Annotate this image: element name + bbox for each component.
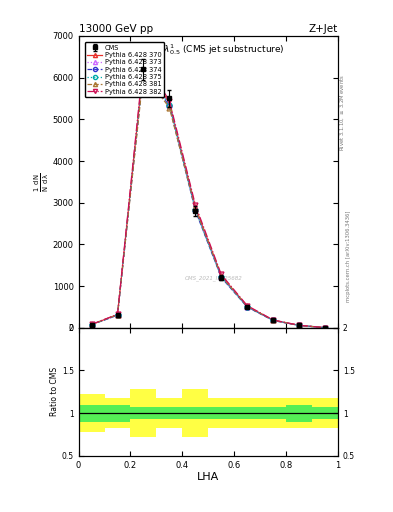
Pythia 6.428 375 xyxy=(167,101,172,108)
Text: Rivet 3.1.10, $\geq$ 3.2M events: Rivet 3.1.10, $\geq$ 3.2M events xyxy=(339,74,347,151)
Pythia 6.428 374 xyxy=(271,317,275,324)
Pythia 6.428 382 xyxy=(323,325,327,331)
Pythia 6.428 370 xyxy=(89,322,94,328)
Pythia 6.428 373 xyxy=(219,273,224,280)
Pythia 6.428 375 xyxy=(89,322,94,328)
Pythia 6.428 381 xyxy=(297,322,301,328)
Pythia 6.428 375 xyxy=(219,274,224,280)
Pythia 6.428 374 xyxy=(193,207,198,214)
Pythia 6.428 381 xyxy=(271,317,275,324)
Pythia 6.428 374 xyxy=(115,312,120,318)
Pythia 6.428 374 xyxy=(323,325,327,331)
Pythia 6.428 375 xyxy=(271,317,275,324)
Pythia 6.428 382 xyxy=(167,97,172,103)
Pythia 6.428 374 xyxy=(219,274,224,281)
Line: Pythia 6.428 381: Pythia 6.428 381 xyxy=(89,71,327,330)
Pythia 6.428 381 xyxy=(219,273,224,279)
Text: CMS_2021_I1925682: CMS_2021_I1925682 xyxy=(185,275,242,281)
Pythia 6.428 370 xyxy=(141,62,146,68)
Pythia 6.428 381 xyxy=(89,322,94,328)
Pythia 6.428 381 xyxy=(245,303,250,309)
Y-axis label: $\mathregular{\frac{1}{N}\,\frac{dN}{d\lambda}}$: $\mathregular{\frac{1}{N}\,\frac{dN}{d\l… xyxy=(33,172,51,191)
Pythia 6.428 382 xyxy=(193,202,198,208)
Line: Pythia 6.428 374: Pythia 6.428 374 xyxy=(89,68,327,330)
Pythia 6.428 370 xyxy=(271,317,275,323)
Pythia 6.428 381 xyxy=(115,312,120,318)
Pythia 6.428 382 xyxy=(219,271,224,278)
Line: Pythia 6.428 382: Pythia 6.428 382 xyxy=(89,58,327,330)
Pythia 6.428 382 xyxy=(297,322,301,328)
Pythia 6.428 382 xyxy=(141,58,146,64)
Pythia 6.428 374 xyxy=(245,304,250,310)
Pythia 6.428 375 xyxy=(193,207,198,213)
Pythia 6.428 375 xyxy=(245,304,250,310)
Pythia 6.428 381 xyxy=(193,205,198,211)
Pythia 6.428 375 xyxy=(297,323,301,329)
Pythia 6.428 375 xyxy=(323,325,327,331)
Text: Z+Jet: Z+Jet xyxy=(309,24,338,34)
Pythia 6.428 373 xyxy=(323,325,327,331)
Pythia 6.428 374 xyxy=(297,323,301,329)
Pythia 6.428 375 xyxy=(115,312,120,318)
Pythia 6.428 370 xyxy=(297,322,301,328)
Line: Pythia 6.428 373: Pythia 6.428 373 xyxy=(89,65,327,330)
Pythia 6.428 370 xyxy=(193,204,198,210)
Pythia 6.428 375 xyxy=(141,66,146,72)
Pythia 6.428 373 xyxy=(141,64,146,70)
Pythia 6.428 370 xyxy=(115,311,120,317)
Pythia 6.428 373 xyxy=(193,206,198,212)
Pythia 6.428 382 xyxy=(271,317,275,323)
Pythia 6.428 373 xyxy=(271,317,275,324)
Y-axis label: Ratio to CMS: Ratio to CMS xyxy=(50,367,59,416)
Text: mcplots.cern.ch [arXiv:1306.3436]: mcplots.cern.ch [arXiv:1306.3436] xyxy=(346,210,351,302)
Pythia 6.428 373 xyxy=(245,304,250,310)
Pythia 6.428 373 xyxy=(89,322,94,328)
Pythia 6.428 382 xyxy=(89,322,94,328)
Line: Pythia 6.428 370: Pythia 6.428 370 xyxy=(89,62,327,330)
Pythia 6.428 370 xyxy=(167,99,172,105)
Pythia 6.428 382 xyxy=(245,303,250,309)
Text: LHA $\lambda^{1}_{0.5}$ (CMS jet substructure): LHA $\lambda^{1}_{0.5}$ (CMS jet substru… xyxy=(143,41,284,57)
Pythia 6.428 381 xyxy=(323,325,327,331)
Pythia 6.428 370 xyxy=(323,325,327,331)
Text: 13000 GeV pp: 13000 GeV pp xyxy=(79,24,153,34)
Pythia 6.428 381 xyxy=(167,104,172,111)
Pythia 6.428 382 xyxy=(115,311,120,317)
Pythia 6.428 373 xyxy=(297,322,301,328)
Pythia 6.428 373 xyxy=(115,312,120,318)
Pythia 6.428 374 xyxy=(141,67,146,73)
Pythia 6.428 381 xyxy=(141,70,146,76)
Pythia 6.428 370 xyxy=(245,303,250,309)
Pythia 6.428 374 xyxy=(167,103,172,109)
Legend: CMS, Pythia 6.428 370, Pythia 6.428 373, Pythia 6.428 374, Pythia 6.428 375, Pyt: CMS, Pythia 6.428 370, Pythia 6.428 373,… xyxy=(84,42,164,97)
Pythia 6.428 374 xyxy=(89,322,94,328)
X-axis label: LHA: LHA xyxy=(197,472,219,482)
Line: Pythia 6.428 375: Pythia 6.428 375 xyxy=(89,67,327,330)
Pythia 6.428 373 xyxy=(167,100,172,106)
Pythia 6.428 370 xyxy=(219,273,224,279)
